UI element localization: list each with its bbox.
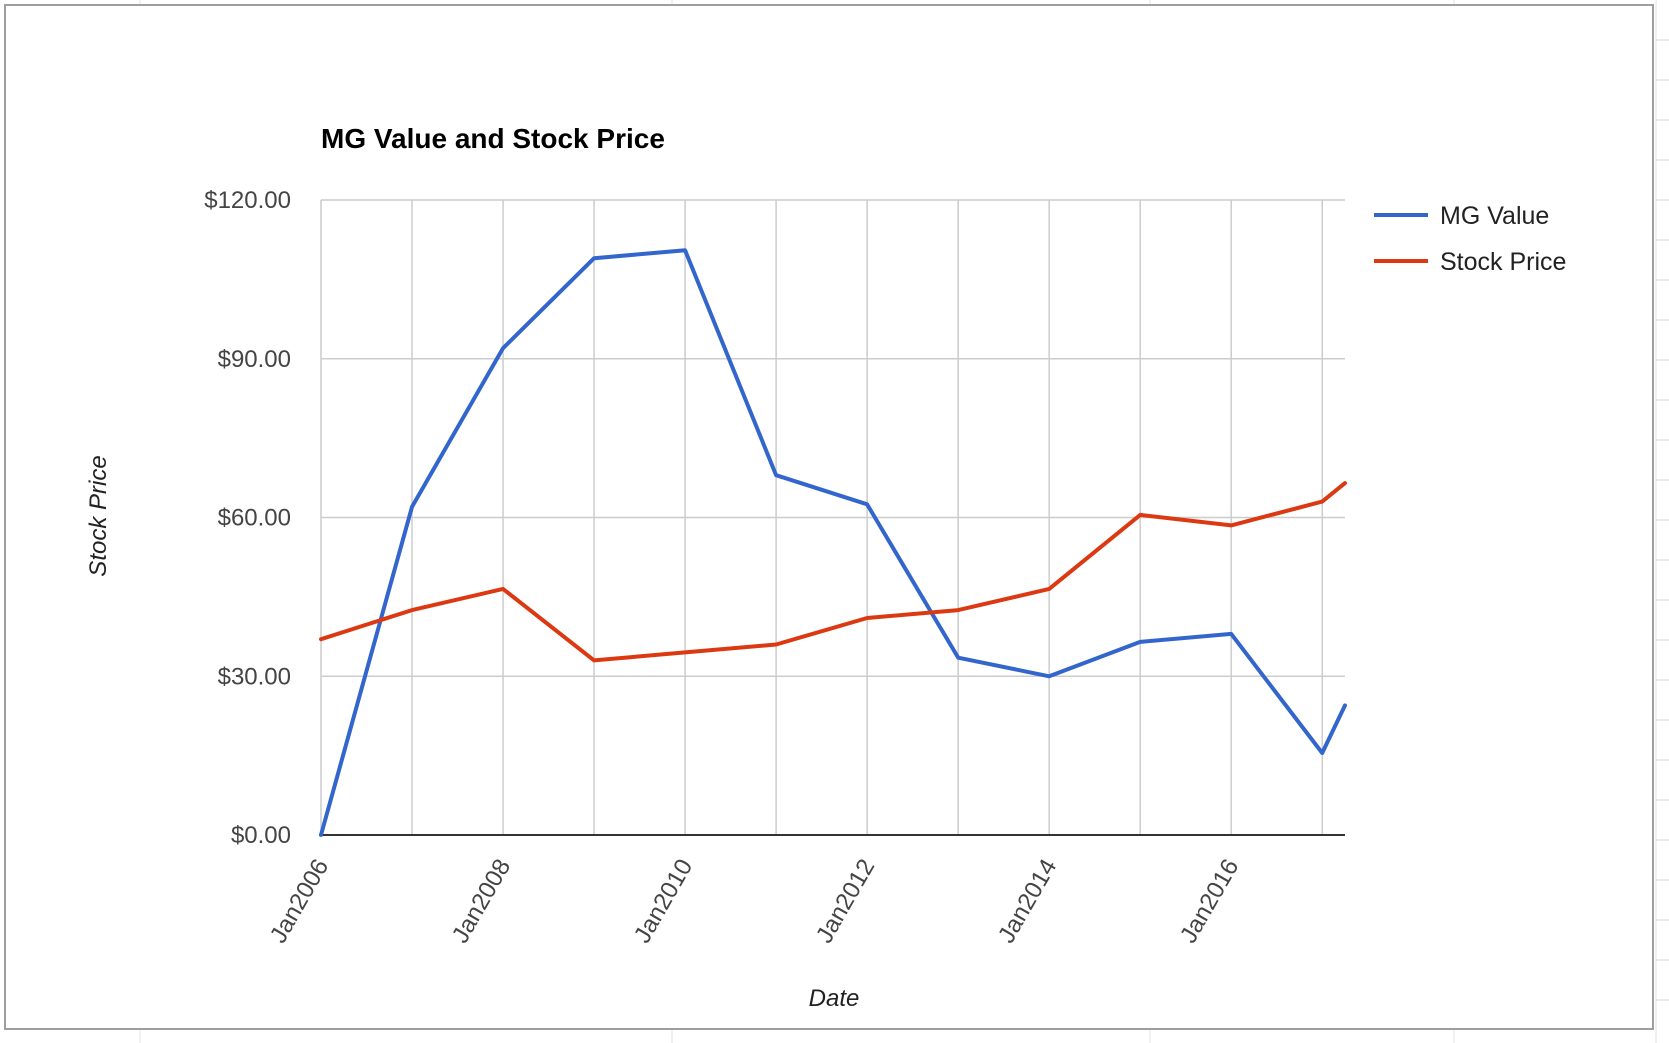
legend-label: Stock Price [1440,248,1566,276]
chart-title: MG Value and Stock Price [321,123,665,154]
series-line-mg-value [319,248,1347,837]
x-tick-label: Jan2008 [447,855,516,948]
x-tick-label: Jan2012 [811,855,880,948]
series-lines [319,248,1347,837]
y-tick-label: $30.00 [218,663,291,690]
gridlines [320,199,1345,835]
y-tick-label: $60.00 [218,505,291,532]
y-axis-ticks: $0.00 $30.00 $60.00 $90.00 $120.00 [204,187,291,849]
x-axis-title: Date [809,985,860,1012]
x-tick-label: Jan2016 [1175,855,1244,948]
legend: MG Value Stock Price [1374,202,1566,276]
x-tick-label: Jan2010 [629,855,698,948]
legend-label: MG Value [1440,202,1549,230]
y-tick-label: $0.00 [231,822,291,849]
x-axis-ticks: Jan2006 Jan2008 Jan2010 Jan2012 Jan2014 Jan20… [265,855,1245,948]
x-tick-label: Jan2006 [265,855,334,948]
y-axis-title: Stock Price [85,455,112,576]
x-tick-label: Jan2014 [993,855,1062,948]
y-tick-label: $120.00 [204,187,291,214]
series-line-stock-price [319,481,1347,663]
y-tick-label: $90.00 [218,346,291,373]
